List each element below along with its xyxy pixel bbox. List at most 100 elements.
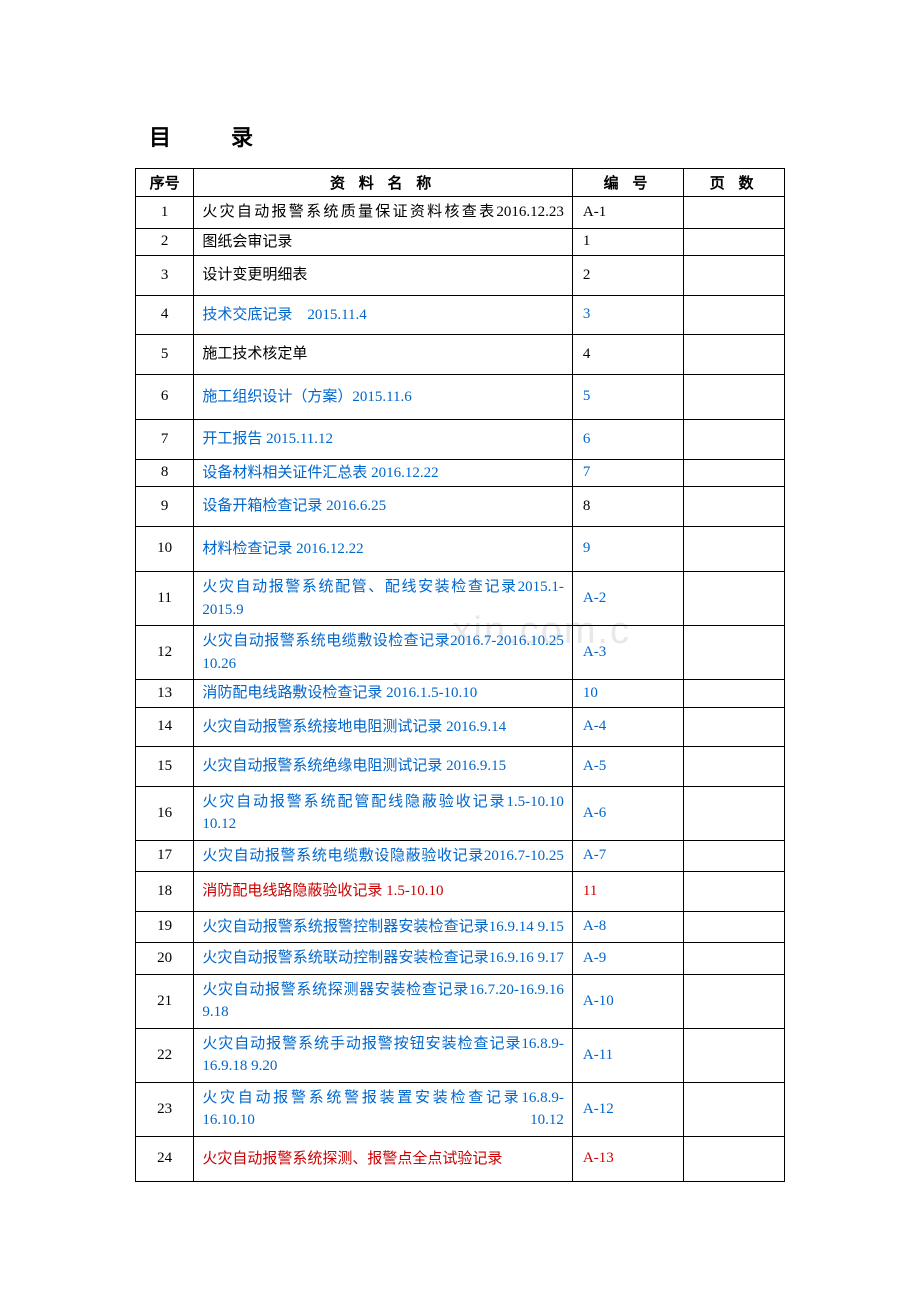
cell-name: 火灾自动报警系统电缆敷设检查记录2016.7-2016.10.25 10.26 bbox=[194, 626, 573, 680]
cell-page bbox=[684, 197, 785, 229]
table-row: 19火灾自动报警系统报警控制器安装检查记录16.9.14 9.15A-8 bbox=[136, 911, 785, 943]
cell-seq: 2 bbox=[136, 228, 194, 256]
table-row: 1火灾自动报警系统质量保证资料核查表2016.12.23A-1 bbox=[136, 197, 785, 229]
cell-page bbox=[684, 626, 785, 680]
table-row: 12火灾自动报警系统电缆敷设检查记录2016.7-2016.10.25 10.2… bbox=[136, 626, 785, 680]
table-row: 6施工组织设计（方案）2015.11.65 bbox=[136, 374, 785, 420]
table-row: 18消防配电线路隐蔽验收记录 1.5-10.1011 bbox=[136, 872, 785, 912]
cell-page bbox=[684, 572, 785, 626]
cell-code: A-3 bbox=[572, 626, 683, 680]
cell-name: 火灾自动报警系统质量保证资料核查表2016.12.23 bbox=[194, 197, 573, 229]
table-row: 2图纸会审记录1 bbox=[136, 228, 785, 256]
cell-seq: 10 bbox=[136, 526, 194, 572]
header-seq: 序号 bbox=[136, 169, 194, 197]
cell-code: A-6 bbox=[572, 786, 683, 840]
cell-seq: 13 bbox=[136, 680, 194, 708]
cell-seq: 5 bbox=[136, 335, 194, 375]
table-row: 15火灾自动报警系统绝缘电阻测试记录 2016.9.15A-5 bbox=[136, 747, 785, 787]
cell-page bbox=[684, 228, 785, 256]
cell-seq: 12 bbox=[136, 626, 194, 680]
cell-code: 3 bbox=[572, 295, 683, 335]
cell-seq: 1 bbox=[136, 197, 194, 229]
toc-table: 序号 资 料 名 称 编 号 页 数 1火灾自动报警系统质量保证资料核查表201… bbox=[135, 168, 785, 1182]
table-row: 11火灾自动报警系统配管、配线安装检查记录2015.1-2015.9A-2 bbox=[136, 572, 785, 626]
header-code: 编 号 bbox=[572, 169, 683, 197]
cell-code: A-4 bbox=[572, 707, 683, 747]
cell-name: 火灾自动报警系统探测器安装检查记录16.7.20-16.9.16 9.18 bbox=[194, 974, 573, 1028]
cell-page bbox=[684, 459, 785, 487]
cell-name: 设备材料相关证件汇总表 2016.12.22 bbox=[194, 459, 573, 487]
table-row: 21火灾自动报警系统探测器安装检查记录16.7.20-16.9.16 9.18A… bbox=[136, 974, 785, 1028]
table-row: 9设备开箱检查记录 2016.6.258 bbox=[136, 487, 785, 527]
cell-page bbox=[684, 872, 785, 912]
cell-seq: 17 bbox=[136, 840, 194, 872]
cell-page bbox=[684, 707, 785, 747]
cell-page bbox=[684, 256, 785, 296]
cell-page bbox=[684, 526, 785, 572]
table-row: 7开工报告 2015.11.126 bbox=[136, 420, 785, 460]
table-row: 16火灾自动报警系统配管配线隐蔽验收记录1.5-10.10 10.12A-6 bbox=[136, 786, 785, 840]
cell-code: 5 bbox=[572, 374, 683, 420]
cell-seq: 6 bbox=[136, 374, 194, 420]
table-row: 4技术交底记录 2015.11.43 bbox=[136, 295, 785, 335]
cell-name: 消防配电线路敷设检查记录 2016.1.5-10.10 bbox=[194, 680, 573, 708]
cell-page bbox=[684, 295, 785, 335]
cell-name: 火灾自动报警系统手动报警按钮安装检查记录16.8.9-16.9.18 9.20 bbox=[194, 1028, 573, 1082]
cell-code: A-8 bbox=[572, 911, 683, 943]
cell-name: 设计变更明细表 bbox=[194, 256, 573, 296]
cell-page bbox=[684, 786, 785, 840]
cell-code: A-11 bbox=[572, 1028, 683, 1082]
table-row: 24火灾自动报警系统探测、报警点全点试验记录A-13 bbox=[136, 1136, 785, 1182]
table-header-row: 序号 资 料 名 称 编 号 页 数 bbox=[136, 169, 785, 197]
cell-name: 火灾自动报警系统配管、配线安装检查记录2015.1-2015.9 bbox=[194, 572, 573, 626]
table-row: 22火灾自动报警系统手动报警按钮安装检查记录16.8.9-16.9.18 9.2… bbox=[136, 1028, 785, 1082]
cell-seq: 22 bbox=[136, 1028, 194, 1082]
cell-seq: 14 bbox=[136, 707, 194, 747]
cell-seq: 4 bbox=[136, 295, 194, 335]
cell-page bbox=[684, 1136, 785, 1182]
cell-page bbox=[684, 420, 785, 460]
cell-name: 施工组织设计（方案）2015.11.6 bbox=[194, 374, 573, 420]
cell-code: 6 bbox=[572, 420, 683, 460]
cell-page bbox=[684, 974, 785, 1028]
cell-seq: 18 bbox=[136, 872, 194, 912]
cell-name: 火灾自动报警系统配管配线隐蔽验收记录1.5-10.10 10.12 bbox=[194, 786, 573, 840]
cell-page bbox=[684, 487, 785, 527]
header-page: 页 数 bbox=[684, 169, 785, 197]
cell-code: 7 bbox=[572, 459, 683, 487]
cell-name: 火灾自动报警系统接地电阻测试记录 2016.9.14 bbox=[194, 707, 573, 747]
page-title: 目录 bbox=[149, 120, 785, 152]
cell-code: A-10 bbox=[572, 974, 683, 1028]
cell-name: 火灾自动报警系统报警控制器安装检查记录16.9.14 9.15 bbox=[194, 911, 573, 943]
table-row: 14火灾自动报警系统接地电阻测试记录 2016.9.14A-4 bbox=[136, 707, 785, 747]
cell-seq: 11 bbox=[136, 572, 194, 626]
table-row: 20火灾自动报警系统联动控制器安装检查记录16.9.16 9.17A-9 bbox=[136, 943, 785, 975]
cell-name: 火灾自动报警系统探测、报警点全点试验记录 bbox=[194, 1136, 573, 1182]
table-row: 23火灾自动报警系统警报装置安装检查记录16.8.9-16.10.10 10.1… bbox=[136, 1082, 785, 1136]
cell-page bbox=[684, 1028, 785, 1082]
cell-name: 火灾自动报警系统联动控制器安装检查记录16.9.16 9.17 bbox=[194, 943, 573, 975]
cell-name: 消防配电线路隐蔽验收记录 1.5-10.10 bbox=[194, 872, 573, 912]
cell-page bbox=[684, 680, 785, 708]
cell-code: 2 bbox=[572, 256, 683, 296]
cell-code: 1 bbox=[572, 228, 683, 256]
cell-seq: 16 bbox=[136, 786, 194, 840]
cell-name: 火灾自动报警系统绝缘电阻测试记录 2016.9.15 bbox=[194, 747, 573, 787]
cell-seq: 15 bbox=[136, 747, 194, 787]
cell-name: 图纸会审记录 bbox=[194, 228, 573, 256]
cell-code: A-2 bbox=[572, 572, 683, 626]
cell-seq: 3 bbox=[136, 256, 194, 296]
cell-code: A-12 bbox=[572, 1082, 683, 1136]
cell-seq: 9 bbox=[136, 487, 194, 527]
table-row: 13消防配电线路敷设检查记录 2016.1.5-10.1010 bbox=[136, 680, 785, 708]
cell-name: 技术交底记录 2015.11.4 bbox=[194, 295, 573, 335]
cell-page bbox=[684, 911, 785, 943]
cell-name: 材料检查记录 2016.12.22 bbox=[194, 526, 573, 572]
cell-seq: 7 bbox=[136, 420, 194, 460]
header-name: 资 料 名 称 bbox=[194, 169, 573, 197]
cell-code: A-9 bbox=[572, 943, 683, 975]
cell-code: A-5 bbox=[572, 747, 683, 787]
cell-code: 4 bbox=[572, 335, 683, 375]
table-row: 8设备材料相关证件汇总表 2016.12.227 bbox=[136, 459, 785, 487]
cell-seq: 20 bbox=[136, 943, 194, 975]
